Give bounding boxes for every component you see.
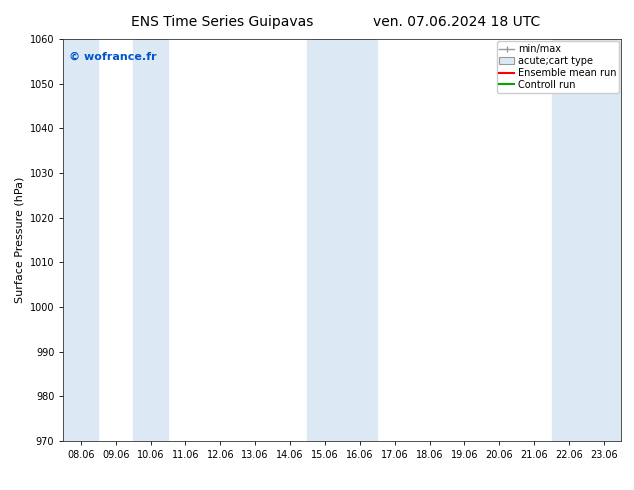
- Bar: [133, 39, 168, 441]
- Bar: [63, 39, 98, 441]
- Y-axis label: Surface Pressure (hPa): Surface Pressure (hPa): [14, 177, 24, 303]
- Text: ven. 07.06.2024 18 UTC: ven. 07.06.2024 18 UTC: [373, 15, 540, 29]
- Legend: min/max, acute;cart type, Ensemble mean run, Controll run: min/max, acute;cart type, Ensemble mean …: [496, 41, 619, 93]
- Bar: [307, 39, 377, 441]
- Text: © wofrance.fr: © wofrance.fr: [69, 51, 157, 61]
- Bar: [552, 39, 621, 441]
- Text: ENS Time Series Guipavas: ENS Time Series Guipavas: [131, 15, 313, 29]
